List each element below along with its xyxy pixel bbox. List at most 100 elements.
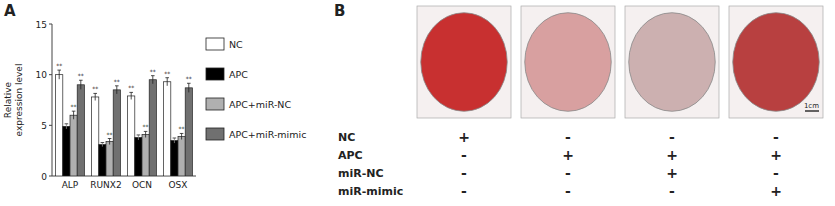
y-axis-label-line: Relative [3, 81, 13, 118]
legend-label: APC+miR-mimic [229, 129, 306, 140]
significance-label: ** [128, 84, 134, 91]
error-bar-stem [188, 83, 189, 92]
bar [63, 126, 70, 176]
error-bar-cap [129, 92, 133, 93]
error-bar [65, 124, 69, 129]
error-bar-stem [138, 135, 139, 140]
error-bar-cap [151, 75, 155, 76]
error-bar-cap [72, 111, 76, 112]
petri-dish [629, 13, 715, 112]
y-tick-label: 0 [41, 172, 47, 182]
dish-frame [521, 6, 615, 118]
legend-swatch [206, 68, 224, 80]
dish-frame [625, 6, 719, 118]
table-cell: - [565, 165, 571, 181]
bar [178, 136, 185, 176]
table-cell: - [461, 183, 467, 199]
error-bar [137, 135, 141, 140]
error-bar-stem [152, 76, 153, 84]
bar [135, 137, 142, 176]
table-cell: + [770, 183, 782, 199]
error-bar [180, 133, 184, 139]
error-bar [57, 70, 61, 79]
error-bar-cap [165, 77, 169, 78]
bar [149, 80, 156, 176]
legend-label: NC [229, 39, 243, 50]
panel-label: A [4, 2, 16, 20]
x-tick-label: OCN [132, 180, 152, 190]
error-bar-cap [173, 138, 177, 139]
error-bar [101, 143, 105, 147]
table-cell: - [669, 183, 675, 199]
scale-bar-label: 1cm [804, 102, 819, 110]
figure: ARelativeexpression level051015ALP******… [0, 0, 835, 206]
significance-label: ** [56, 62, 62, 69]
error-bar-stem [174, 138, 175, 143]
table-row-label: APC [338, 149, 363, 162]
error-bar-stem [73, 111, 74, 119]
error-bar [144, 131, 148, 137]
error-bar-stem [109, 139, 110, 145]
x-tick-label: OSX [169, 180, 188, 190]
y-axis-line [52, 24, 53, 176]
table-cell: - [461, 165, 467, 181]
significance-label: ** [114, 78, 120, 85]
bar [70, 115, 77, 176]
bar [106, 142, 113, 176]
y-tick-label: 10 [36, 70, 48, 80]
error-bar-cap [144, 131, 148, 132]
bar [99, 145, 106, 176]
error-bar-stem [95, 93, 96, 100]
panel-label: B [334, 2, 345, 20]
bar [77, 85, 84, 176]
error-bar [72, 111, 76, 119]
bar [56, 75, 63, 176]
error-bar-cap [93, 93, 97, 94]
scale-bar [805, 110, 819, 111]
dish-frame [729, 6, 823, 118]
significance-label: ** [92, 85, 98, 92]
table-cell: - [565, 129, 571, 145]
table-row-label: NC [338, 131, 355, 144]
bar [164, 82, 171, 176]
significance-label: ** [71, 103, 77, 110]
error-bar [165, 78, 169, 86]
bar [113, 90, 120, 176]
dish-frame [417, 6, 511, 118]
table-cell: + [666, 147, 678, 163]
error-bar-stem [66, 124, 67, 129]
error-bar [115, 86, 119, 94]
error-bar-cap [115, 85, 119, 86]
error-bar-stem [167, 78, 168, 86]
error-bar-cap [108, 138, 112, 139]
table-row-label: miR-NC [338, 167, 384, 180]
significance-label: ** [150, 68, 156, 75]
legend-swatch [206, 98, 224, 110]
error-bar-cap [187, 83, 191, 84]
petri-dish [421, 13, 507, 112]
petri-dish [733, 13, 819, 112]
table-cell: - [773, 129, 779, 145]
bar [142, 134, 149, 176]
error-bar [108, 139, 112, 145]
table-cell: + [562, 147, 574, 163]
error-bar-cap [180, 133, 184, 134]
bar [171, 141, 178, 176]
y-tick-label: 5 [41, 121, 47, 131]
table-row-label: miR-mimic [338, 185, 403, 198]
petri-dish [525, 13, 611, 112]
bar [128, 96, 135, 176]
bar [92, 97, 99, 176]
y-tick [49, 74, 52, 75]
y-tick-label: 15 [36, 20, 47, 30]
table-cell: - [669, 129, 675, 145]
error-bar [187, 83, 191, 92]
table-cell: - [565, 183, 571, 199]
error-bar-cap [65, 123, 69, 124]
significance-label: ** [186, 75, 192, 82]
x-tick-label: RUNX2 [90, 180, 121, 190]
error-bar-stem [80, 80, 81, 89]
error-bar-cap [137, 134, 141, 135]
legend-label: APC [229, 69, 248, 80]
legend-swatch [206, 128, 224, 140]
